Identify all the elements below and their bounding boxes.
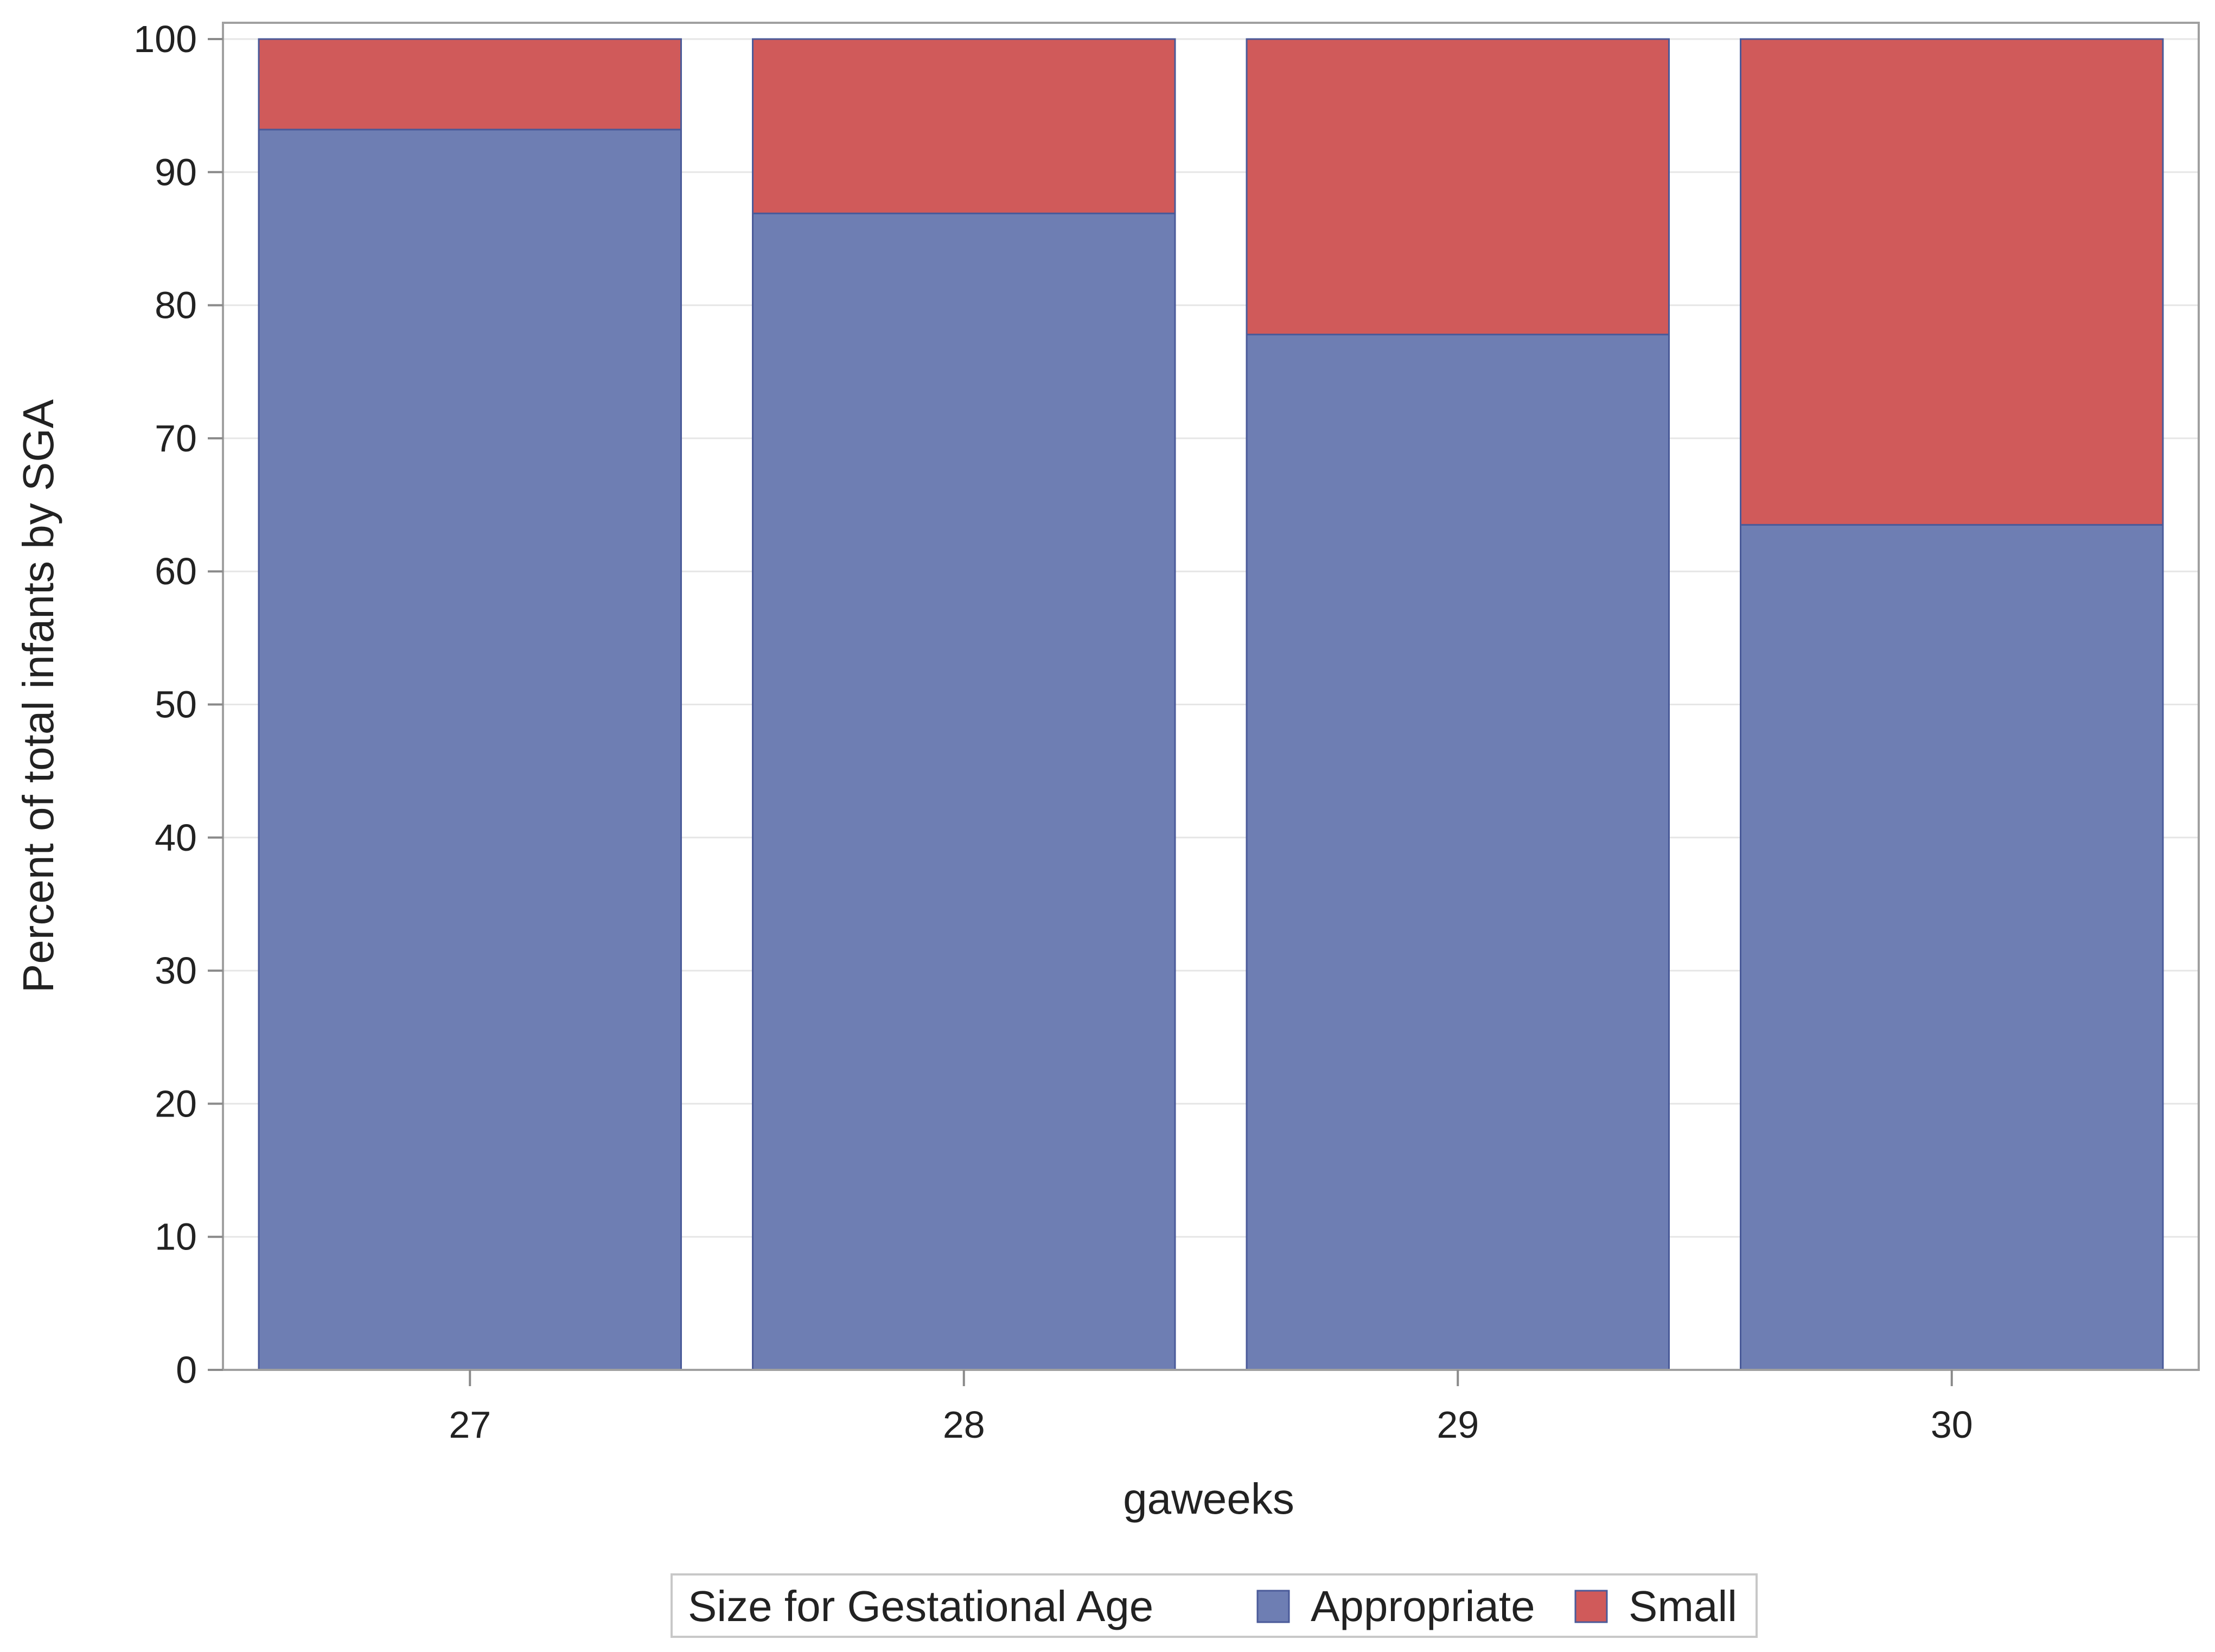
y-tick-label-90: 90: [155, 151, 197, 193]
x-axis: 27 28 29 30: [449, 1370, 1973, 1446]
bar-appropriate-30: [1740, 524, 2164, 1371]
bar-appropriate-27: [258, 129, 682, 1371]
y-axis: 0 10 20 30 40 50 60 70 80 90 100: [133, 18, 223, 1391]
y-tick-label-70: 70: [155, 417, 197, 460]
y-tick-label-10: 10: [155, 1216, 197, 1258]
legend-label-appropriate: Appropriate: [1311, 1582, 1535, 1630]
y-tick-label-60: 60: [155, 550, 197, 592]
y-tick-label-80: 80: [155, 284, 197, 327]
bar-appropriate-28: [752, 212, 1176, 1371]
x-tick-label-28: 28: [943, 1404, 985, 1446]
legend-title: Size for Gestational Age: [688, 1582, 1153, 1630]
bar-small-28: [752, 38, 1176, 214]
x-tick-label-30: 30: [1931, 1404, 1973, 1446]
bar-small-27: [258, 38, 682, 131]
x-tick-label-29: 29: [1437, 1404, 1479, 1446]
legend-swatch-small: [1574, 1590, 1608, 1623]
x-axis-title: gaweeks: [1123, 1475, 1294, 1523]
bar-appropriate-29: [1246, 334, 1670, 1371]
y-tick-label-0: 0: [176, 1349, 197, 1391]
y-tick-label-40: 40: [155, 817, 197, 859]
legend-swatch-appropriate: [1256, 1590, 1290, 1623]
x-tick-label-27: 27: [449, 1404, 491, 1446]
y-tick-label-20: 20: [155, 1082, 197, 1125]
legend: Size for Gestational Age Appropriate Smal…: [671, 1573, 1758, 1638]
legend-items: Appropriate Small: [1256, 1582, 1737, 1630]
bar-small-30: [1740, 38, 2164, 526]
legend-label-small: Small: [1629, 1582, 1737, 1630]
y-tick-label-100: 100: [133, 18, 197, 60]
y-tick-label-30: 30: [155, 949, 197, 992]
bar-small-29: [1246, 38, 1670, 336]
bars: [258, 38, 2164, 1371]
y-axis-title: Percent of total infants by SGA: [14, 399, 62, 993]
plot-frame: [222, 22, 2200, 1371]
y-tick-label-50: 50: [155, 684, 197, 726]
legend-frame: [671, 1573, 1758, 1638]
